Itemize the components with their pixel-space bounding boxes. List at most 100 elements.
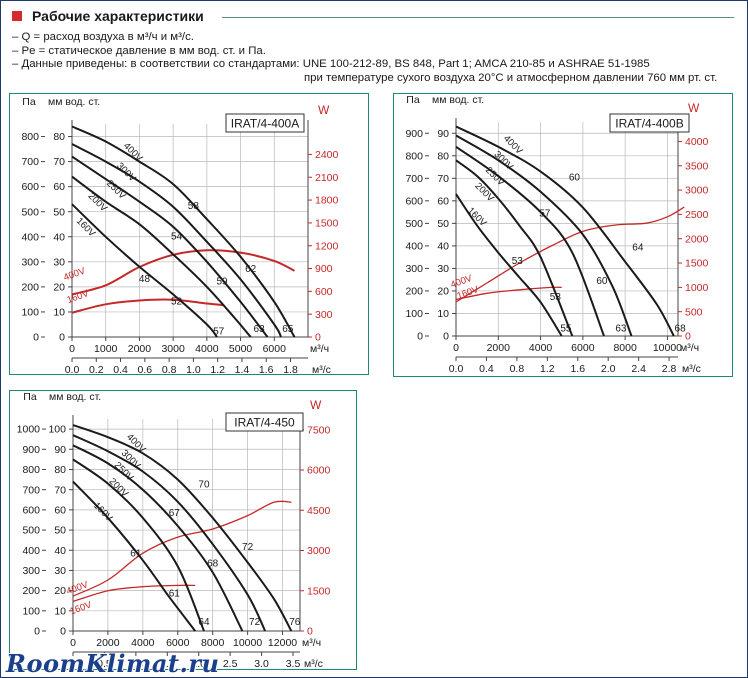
y-tick-label: 40 — [437, 240, 449, 252]
curve-annotation: 60 — [596, 276, 608, 287]
x-unit-label: м³/ч — [680, 342, 699, 354]
w-tick-label: 1500 — [307, 585, 331, 597]
note-line: – Q = расход воздуха в м³/ч и м³/с. — [12, 31, 194, 43]
power-series-line — [72, 584, 196, 603]
x-tick-label: 1000 — [94, 343, 118, 355]
chart-title-box — [609, 113, 690, 133]
y-tick-label: 70 — [54, 484, 66, 496]
pa-tick-label: 300 — [405, 263, 423, 275]
x2-tick-label: 0 — [70, 658, 76, 669]
pa-tick-label: 900 — [405, 128, 423, 140]
note-line: при температуре сухого воздуха 20°C и ат… — [304, 71, 718, 84]
x2-unit-label: м³/с — [312, 364, 331, 374]
x-tick-label: 2000 — [128, 343, 152, 355]
curve-annotation: 76 — [289, 617, 301, 628]
w-tick-label: 0 — [307, 626, 313, 638]
x-unit-label: м³/ч — [310, 343, 329, 355]
w-tick-label: 4500 — [307, 505, 331, 517]
pa-tick-label: 200 — [21, 281, 39, 293]
series-line — [71, 125, 296, 338]
series-line — [455, 125, 675, 337]
series-line — [455, 134, 633, 337]
y-tick-label: 20 — [437, 286, 449, 298]
pa-tick-label: 400 — [21, 231, 39, 243]
pa-tick-label: 600 — [21, 181, 39, 193]
pa-tick-label: 900 — [22, 444, 40, 456]
y-tick-label: 100 — [48, 424, 66, 436]
w-tick-label: 1200 — [315, 240, 339, 252]
x2-tick-label: 0.4 — [479, 363, 494, 375]
x2-tick-label: 1.6 — [259, 364, 274, 374]
y-tick-label: 40 — [53, 231, 65, 243]
series-line — [71, 143, 282, 338]
pa-tick-label: 400 — [405, 240, 423, 252]
w-tick-label: 2100 — [315, 172, 339, 184]
x2-tick-label: 0.8 — [510, 363, 525, 375]
w-tick-label: 600 — [315, 286, 333, 298]
x2-tick-label: 2.4 — [631, 363, 646, 375]
x2-tick-label: 2.0 — [191, 658, 206, 669]
curve-annotation: 68 — [207, 558, 219, 569]
y-tick-label: 50 — [437, 218, 449, 230]
x2-tick-label: 2.5 — [223, 658, 238, 669]
x-tick-label: 0 — [70, 637, 76, 649]
x-tick-label: 0 — [453, 342, 459, 354]
x-tick-label: 8000 — [613, 342, 637, 354]
w-tick-label: 1800 — [315, 195, 339, 207]
w-tick-label: 2500 — [685, 209, 709, 221]
w-axis-label: W — [318, 103, 330, 117]
section-title: Рабочие характеристики — [32, 8, 204, 24]
y-tick-label: 90 — [54, 444, 66, 456]
y-tick-label: 70 — [53, 156, 65, 168]
curve-annotation: 64 — [632, 242, 644, 253]
x2-tick-label: 1.6 — [570, 363, 585, 375]
x2-tick-label: 3.5 — [286, 658, 301, 669]
pa-tick-label: 1000 — [17, 424, 41, 436]
x-tick-label: 2000 — [487, 342, 511, 354]
note-line: – Pe = статическое давление в мм вод. ст… — [12, 44, 266, 57]
pa-tick-label: 400 — [22, 545, 40, 557]
pa-tick-label: 600 — [22, 504, 40, 516]
w-axis-label: W — [688, 101, 700, 115]
curve-annotation: 60 — [569, 173, 581, 184]
pa-tick-label: 200 — [22, 585, 40, 597]
x-tick-label: 5000 — [229, 343, 253, 355]
y-tick-label: 30 — [54, 565, 66, 577]
x2-tick-label: 2.8 — [662, 363, 677, 375]
x2-tick-label: 2.0 — [601, 363, 616, 375]
series-line — [455, 159, 574, 337]
x2-tick-label: 1.4 — [235, 364, 250, 374]
y-tick-label: 80 — [437, 150, 449, 162]
series-line — [72, 444, 244, 632]
y-tick-label: 10 — [53, 307, 65, 319]
curve-annotation: 160V — [69, 599, 94, 617]
header-divider — [222, 17, 734, 18]
pa-tick-label: 700 — [405, 173, 423, 185]
curve-annotation: 63 — [254, 324, 266, 335]
section-header: Рабочие характеристики — [12, 6, 204, 26]
x2-tick-label: 1.0 — [186, 364, 201, 374]
x-tick-label: 10000 — [233, 637, 262, 649]
x-tick-label: 6000 — [263, 343, 287, 355]
x-tick-label: 10000 — [653, 342, 682, 354]
w-tick-label: 1000 — [685, 282, 709, 294]
y-tick-label: 50 — [53, 206, 65, 218]
x2-tick-label: 0.8 — [162, 364, 177, 374]
w-tick-label: 1500 — [315, 217, 339, 229]
pa-tick-label: 600 — [405, 195, 423, 207]
pa-tick-label: 200 — [405, 286, 423, 298]
pa-tick-label: 0 — [34, 626, 40, 638]
curve-annotation: 52 — [171, 296, 183, 307]
series-line — [71, 155, 269, 338]
x-tick-label: 4000 — [131, 637, 155, 649]
curve-annotation: 72 — [249, 617, 261, 628]
w-tick-label: 2000 — [685, 233, 709, 245]
chart-title-box — [225, 412, 304, 432]
curve-annotation: 62 — [245, 264, 257, 275]
w-tick-label: 3000 — [307, 545, 331, 557]
x-tick-label: 0 — [69, 343, 75, 355]
x-tick-label: 6000 — [166, 637, 190, 649]
w-tick-label: 7500 — [307, 424, 331, 436]
x-tick-label: 12000 — [268, 637, 297, 649]
chart-400b: 0102030405060708090010020030040050060070… — [405, 94, 709, 375]
